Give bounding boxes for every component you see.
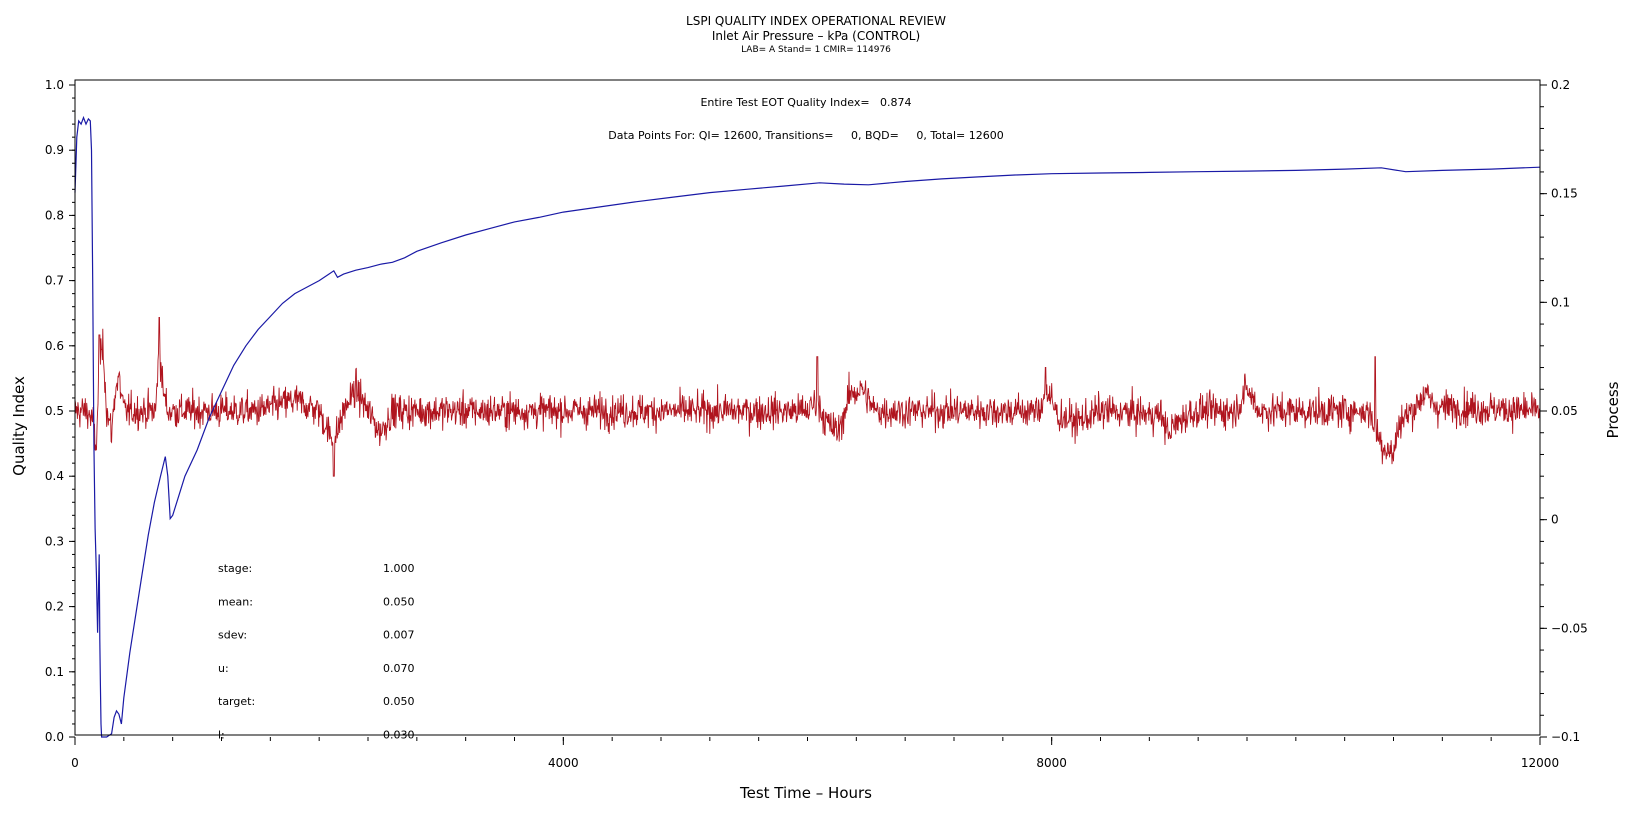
quality-index-series-line <box>74 115 1541 738</box>
stat-value: 1.000 <box>383 562 415 575</box>
stats-block: stage: 1.000 mean: 0.050 sdev: 0.007 u: 0.070 ta… <box>218 562 415 742</box>
x-tick-label: 12000 <box>1521 756 1559 770</box>
y-tick-label: 0.8 <box>45 208 64 222</box>
y-tick-label: 0.0 <box>45 730 64 744</box>
x-tick-label: 8000 <box>1036 756 1067 770</box>
stat-value: 0.030 <box>383 729 415 742</box>
y-tick-label: 0.1 <box>45 665 64 679</box>
y-tick-label: 0.5 <box>45 404 64 418</box>
y2-tick-label: 0.1 <box>1551 295 1570 309</box>
stat-value: 0.050 <box>383 695 415 708</box>
y-tick-label: 0.7 <box>45 274 64 288</box>
x-tick-label: 0 <box>71 756 79 770</box>
stat-value: 0.050 <box>383 595 415 608</box>
y-tick-label: 0.6 <box>45 339 64 353</box>
y2-axis-title: Process <box>1604 381 1622 438</box>
y2-tick-label: −0.1 <box>1551 730 1580 744</box>
y-tick-label: 1.0 <box>45 78 64 92</box>
y-tick-label: 0.2 <box>45 600 64 614</box>
y-axis-title: Quality Index <box>10 376 28 476</box>
y-tick-label: 0.9 <box>45 143 64 157</box>
stat-value: 0.070 <box>383 662 415 675</box>
stat-label: mean: <box>218 595 253 608</box>
stat-label: u: <box>218 662 229 675</box>
y-tick-label: 0.3 <box>45 534 64 548</box>
axis-ticks: 0 4000 8000 12000 0.0 0.1 0.2 0.3 0.4 0.5 0.6 0.7 0.… <box>45 78 1588 770</box>
y2-tick-label: 0 <box>1551 513 1559 527</box>
y2-tick-label: −0.05 <box>1551 621 1588 635</box>
stat-label: stage: <box>218 562 252 575</box>
stat-label: target: <box>218 695 255 708</box>
y-tick-label: 0.4 <box>45 469 64 483</box>
x-axis-title: Test Time – Hours <box>739 784 872 802</box>
stat-value: 0.007 <box>383 629 415 642</box>
process-series-line <box>74 317 1541 477</box>
stat-label: l: <box>218 729 225 742</box>
data-points-annotation: Data Points For: QI= 12600, Transitions=… <box>608 129 1003 142</box>
eot-quality-index-annotation: Entire Test EOT Quality Index= 0.874 <box>700 96 911 109</box>
y2-tick-label: 0.05 <box>1551 404 1578 418</box>
stat-label: sdev: <box>218 629 247 642</box>
chart-subtitle: Inlet Air Pressure – kPa (CONTROL) <box>712 29 920 43</box>
y2-tick-label: 0.2 <box>1551 78 1570 92</box>
chart-subtitle-2: LAB= A Stand= 1 CMIR= 114976 <box>741 45 891 55</box>
x-tick-label: 4000 <box>548 756 579 770</box>
y2-tick-label: 0.15 <box>1551 187 1578 201</box>
plot-frame <box>74 79 1541 736</box>
chart-title: LSPI QUALITY INDEX OPERATIONAL REVIEW <box>686 14 946 28</box>
series-layer <box>74 115 1541 738</box>
